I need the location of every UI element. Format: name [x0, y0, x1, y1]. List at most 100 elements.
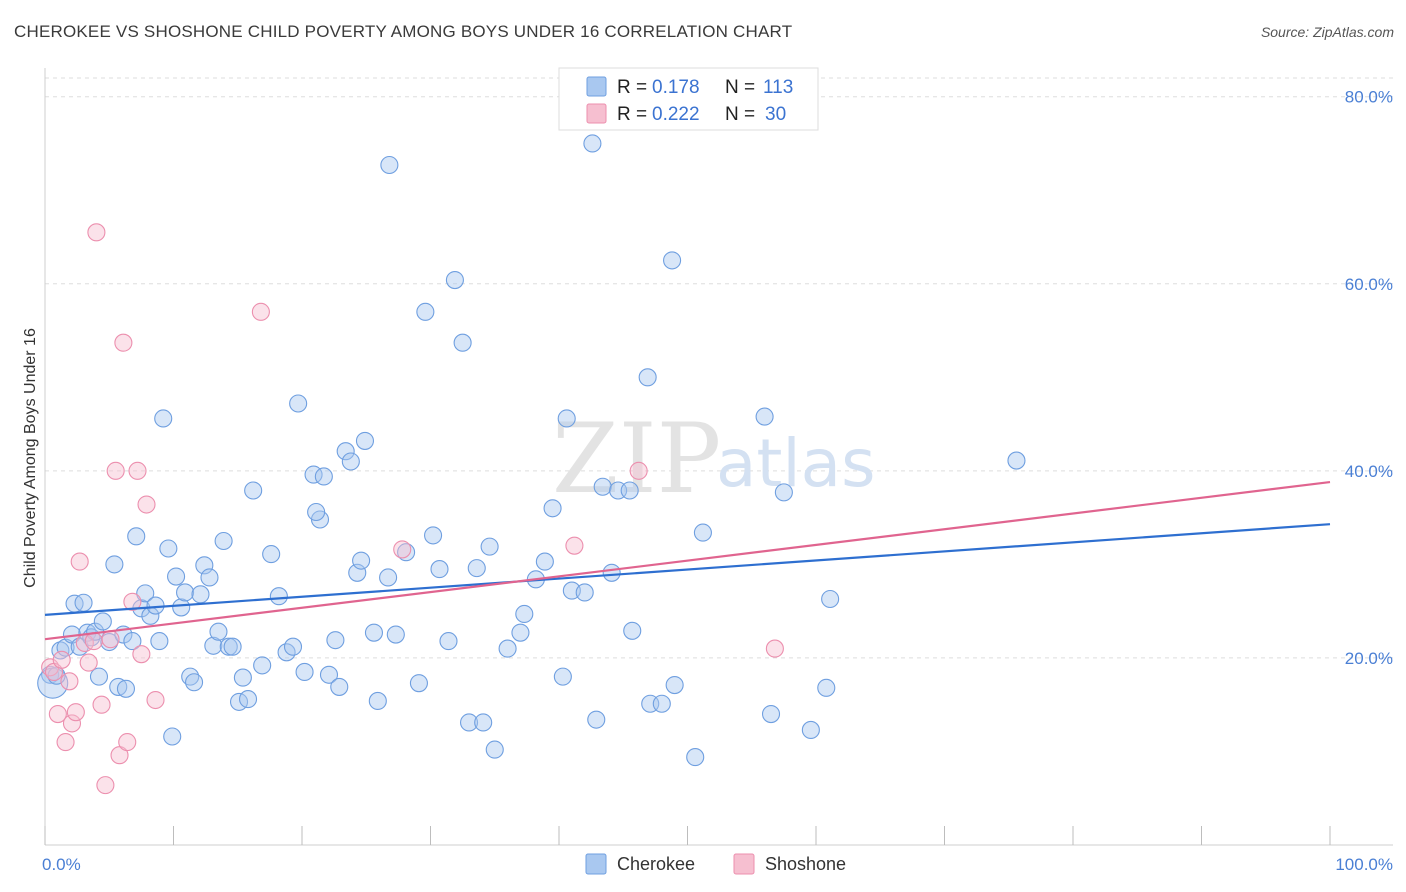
cherokee-point [1007, 451, 1026, 470]
series-legend-swatch-cherokee [585, 853, 607, 875]
cherokee-point [755, 407, 774, 426]
cherokee-point [269, 587, 288, 606]
cherokee-point [167, 567, 186, 586]
cherokee-point [223, 637, 242, 656]
axes [44, 68, 1393, 846]
shoshone-point [48, 704, 67, 724]
y-tick-label: 20.0% [1345, 649, 1393, 668]
cherokee-point [663, 251, 682, 270]
shoshone-point [251, 302, 270, 321]
cherokee-point [430, 560, 449, 579]
cherokee-point [51, 641, 70, 660]
shoshone-point [87, 223, 106, 242]
shoshone-point [114, 333, 133, 352]
cherokee-point [253, 656, 272, 675]
cherokee-point [105, 555, 124, 574]
legend-r-value-cherokee: 0.178 [652, 77, 700, 98]
shoshone-point [62, 714, 82, 733]
cherokee-point [307, 502, 326, 522]
cherokee-point [821, 589, 840, 609]
shoshone-point [565, 536, 584, 555]
cherokee-point [386, 625, 405, 644]
cherokee-point [319, 665, 339, 684]
cherokee-point [336, 442, 355, 461]
shoshone-point [60, 672, 79, 691]
cherokee-point [602, 563, 621, 582]
cherokee-point [89, 667, 109, 686]
cherokee-point [262, 545, 281, 564]
cherokee-point [352, 551, 371, 570]
cherokee-point [557, 409, 576, 428]
y-axis-label: Child Poverty Among Boys Under 16 [22, 328, 39, 588]
cherokee-point [146, 596, 165, 615]
watermark: ZIP atlas [552, 403, 876, 515]
shoshone-point [56, 733, 75, 752]
cherokee-point [233, 668, 252, 687]
shoshone-point [123, 592, 142, 611]
cherokee-point [136, 584, 155, 603]
cherokee-point [409, 674, 428, 693]
cherokee-point [543, 499, 562, 518]
shoshone-point [106, 461, 125, 480]
cherokee-point [575, 583, 594, 602]
cherokee-trend-line [44, 523, 1331, 616]
cherokee-point [204, 636, 223, 655]
shoshone-point [118, 733, 137, 752]
cherokee-point [480, 537, 499, 556]
y-tick-label: 80.0% [1345, 88, 1393, 107]
shoshone-point [629, 461, 648, 480]
cherokee-point [214, 531, 233, 551]
cherokee-point [200, 568, 219, 587]
cherokee-point [244, 481, 263, 500]
cherokee-point [801, 720, 820, 740]
cherokee-points [37, 134, 1026, 767]
cherokee-point [453, 333, 472, 352]
cherokee-point [623, 621, 642, 640]
shoshone-point [79, 653, 98, 672]
shoshone-point [128, 461, 147, 480]
cherokee-point [127, 527, 146, 546]
shoshone-point [101, 630, 120, 649]
cherokee-point [109, 677, 128, 696]
shoshone-point [132, 645, 151, 664]
cherokee-point [355, 431, 375, 450]
cherokee-point [583, 134, 602, 153]
legend-n-label-shoshone: N = [725, 104, 755, 125]
y-tick-labels: 20.0% 40.0% 60.0% 80.0% [1345, 88, 1393, 668]
chart-source: Source: ZipAtlas.com [1260, 24, 1394, 40]
y-tick-label: 60.0% [1345, 275, 1393, 294]
cherokee-point [326, 631, 345, 650]
shoshone-point [52, 650, 71, 669]
cherokee-point [154, 409, 173, 428]
grid-lines [45, 77, 1393, 659]
cherokee-point [163, 727, 182, 746]
cherokee-point [416, 302, 435, 321]
cherokee-point [587, 710, 606, 729]
legend-r-label-shoshone: R = [617, 104, 647, 125]
shoshone-point [146, 690, 165, 710]
shoshone-point [137, 495, 156, 514]
legend-r-label-cherokee: R = [617, 77, 647, 98]
cherokee-point [219, 637, 238, 656]
cherokee-point [209, 622, 228, 641]
cherokee-point [341, 452, 360, 471]
chart-title: CHEROKEE VS SHOSHONE CHILD POVERTY AMONG… [14, 22, 793, 41]
cherokee-point [191, 585, 210, 604]
cherokee-point [159, 539, 178, 558]
cherokee-point [498, 639, 517, 658]
cherokee-point [314, 467, 333, 486]
series-legend-label-cherokee: Cherokee [617, 854, 695, 874]
series-legend: Cherokee Shoshone [585, 853, 846, 875]
cherokee-point [638, 368, 657, 387]
watermark-zip: ZIP [552, 403, 721, 515]
cherokee-point [665, 676, 684, 695]
cherokee-point [93, 612, 112, 631]
cherokee-point [348, 563, 367, 582]
cherokee-point [693, 523, 712, 542]
cherokee-point [620, 481, 639, 500]
watermark-atlas: atlas [716, 425, 876, 502]
cherokee-point [761, 704, 781, 724]
cherokee-point [56, 638, 75, 657]
cherokee-point [238, 690, 258, 709]
